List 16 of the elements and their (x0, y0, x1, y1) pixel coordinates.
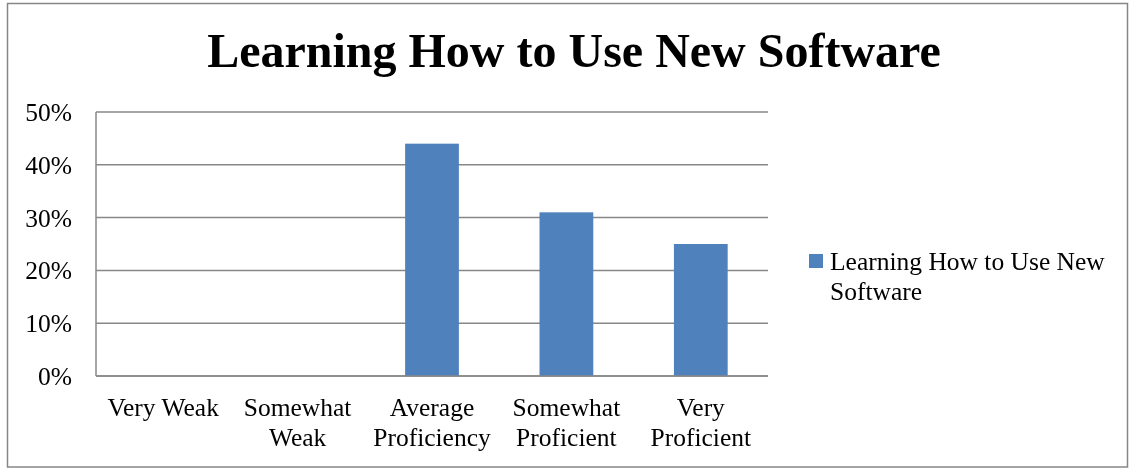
y-tick-label: 10% (25, 309, 72, 339)
bar (673, 244, 728, 376)
x-tick-label: Very Proficient (650, 393, 752, 452)
bar (539, 212, 594, 376)
x-tick-label: Average Proficiency (373, 393, 492, 452)
y-tick-label: 40% (25, 150, 72, 180)
y-tick-label: 30% (25, 203, 72, 233)
x-tick-label: Somewhat Weak (243, 393, 352, 452)
x-tick-label: Somewhat Proficient (512, 393, 621, 452)
chart-title: Learning How to Use New Software (207, 24, 941, 77)
bar (405, 143, 459, 376)
x-tick-label: Very Weak (107, 393, 220, 422)
legend-label: Learning How to Use New Software (830, 247, 1106, 306)
y-tick-label: 20% (25, 256, 72, 286)
y-tick-label: 0% (38, 361, 72, 391)
y-tick-label: 50% (25, 97, 72, 127)
